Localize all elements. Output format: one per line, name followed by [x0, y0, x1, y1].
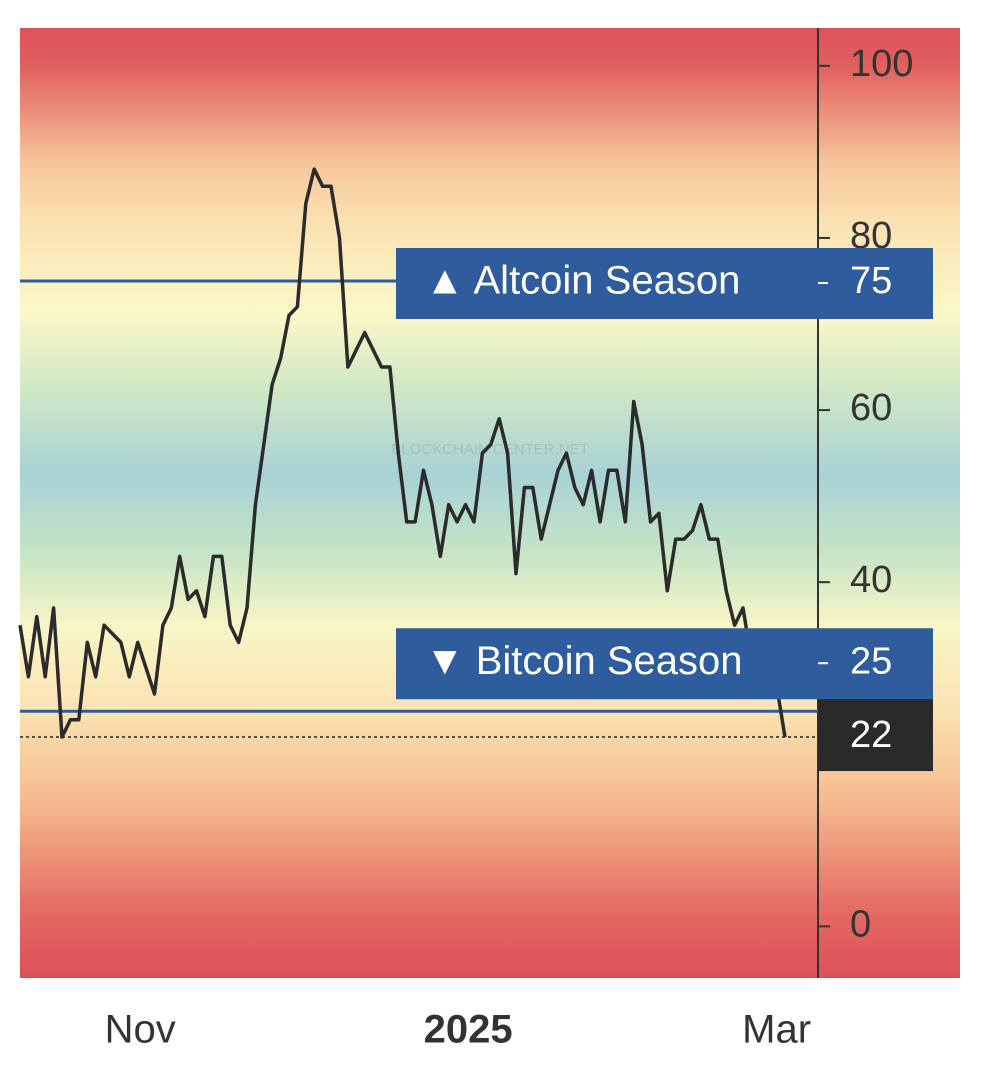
threshold-label: ▲ Altcoin Season: [425, 259, 740, 303]
threshold-value: 75: [850, 260, 892, 302]
current-box: [818, 699, 933, 772]
watermark: BLOCKCHAIN CENTER.NET: [391, 441, 589, 458]
data-line: [18, 167, 787, 739]
y-tick-label: 100: [850, 43, 913, 85]
current-value: 22: [850, 714, 892, 756]
x-tick-label: 2025: [424, 1008, 513, 1052]
threshold-label: ▼ Bitcoin Season: [425, 639, 743, 683]
x-tick-label: Nov: [105, 1008, 176, 1052]
x-tick-label: Mar: [742, 1008, 811, 1052]
threshold-value: 25: [850, 640, 892, 682]
threshold-box: [396, 247, 933, 319]
y-tick-label: 40: [850, 559, 892, 601]
y-tick-label: 60: [850, 387, 892, 429]
background: [20, 28, 960, 978]
threshold-box: [396, 628, 933, 700]
y-tick-label: 0: [850, 903, 871, 945]
